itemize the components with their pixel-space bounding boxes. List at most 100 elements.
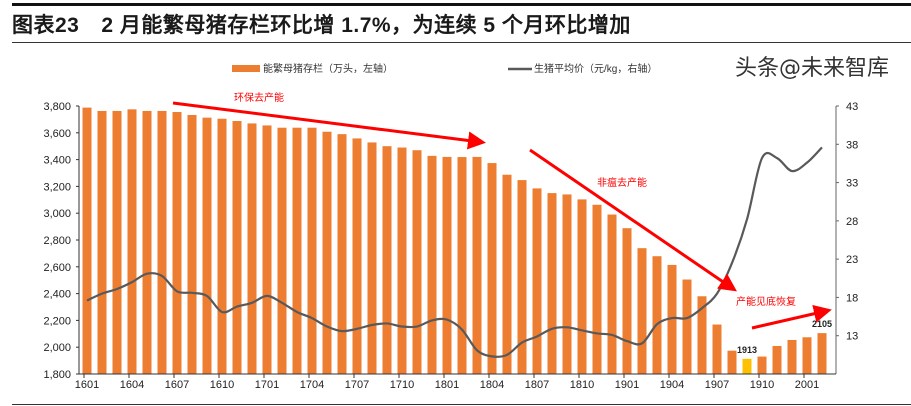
right-tick-label: 28 bbox=[846, 216, 858, 228]
x-tick-label: 1604 bbox=[120, 379, 144, 391]
x-tick-label: 1707 bbox=[345, 379, 369, 391]
bar-1810 bbox=[577, 199, 587, 374]
bar-1702 bbox=[277, 127, 287, 374]
data-label-2002: 2105 bbox=[812, 319, 832, 329]
figure-title-text: 2 月能繁母猪存栏环比增 1.7%，为连续 5 个月环比增加 bbox=[101, 14, 631, 37]
arrow-env-cut bbox=[172, 101, 486, 150]
left-tick-label: 2,600 bbox=[43, 262, 71, 274]
top-rule bbox=[12, 3, 911, 6]
arrow-asf-cut bbox=[529, 148, 737, 292]
bar-1711 bbox=[412, 150, 422, 374]
bar-1806 bbox=[517, 180, 527, 374]
x-tick-label: 1907 bbox=[705, 379, 729, 391]
right-tick-label: 18 bbox=[846, 292, 858, 304]
annotation-asf-cut: 非瘟去产能 bbox=[597, 176, 647, 189]
bar-1612 bbox=[247, 123, 257, 374]
bar-1908 bbox=[727, 350, 737, 374]
bar-1602 bbox=[97, 110, 107, 374]
bar-1809 bbox=[562, 194, 572, 374]
x-tick-label: 1904 bbox=[660, 379, 684, 391]
left-tick-label: 3,400 bbox=[43, 155, 71, 167]
arrow-recovery bbox=[751, 304, 832, 330]
right-tick-label: 23 bbox=[846, 254, 858, 266]
left-tick-label: 2,400 bbox=[43, 289, 71, 301]
bar-1805 bbox=[502, 174, 512, 374]
x-tick-label: 1901 bbox=[615, 379, 639, 391]
bar-1712 bbox=[427, 155, 437, 374]
bar-1603 bbox=[112, 110, 122, 374]
bar-1801 bbox=[442, 156, 452, 374]
bar-1907 bbox=[712, 324, 722, 374]
bar-1706 bbox=[337, 134, 347, 374]
bar-1606 bbox=[157, 110, 167, 374]
bar-1611 bbox=[232, 121, 242, 375]
bar-1705 bbox=[322, 131, 332, 374]
bar-2001 bbox=[802, 337, 812, 374]
bottom-rule bbox=[12, 404, 911, 405]
bar-1610 bbox=[217, 118, 227, 374]
bar-1601 bbox=[82, 107, 92, 374]
right-tick-label: 43 bbox=[846, 101, 858, 113]
bar-1811 bbox=[592, 204, 602, 374]
left-tick-label: 3,200 bbox=[43, 181, 71, 193]
legend-swatch-bar bbox=[232, 65, 260, 72]
legend: 能繁母猪存栏（万头，左轴） 生猪平均价（元/kg，右轴） bbox=[232, 62, 657, 75]
bar-1708 bbox=[367, 142, 377, 374]
bar-1605 bbox=[142, 110, 152, 374]
figure-title: 图表23 2 月能繁母猪存栏环比增 1.7%，为连续 5 个月环比增加 bbox=[12, 9, 631, 39]
bar-1808 bbox=[547, 193, 557, 374]
left-tick-label: 2,000 bbox=[43, 342, 71, 354]
bar-1909 bbox=[742, 358, 752, 374]
bar-1812 bbox=[607, 214, 617, 374]
bar-1608 bbox=[187, 114, 197, 374]
legend-label-line: 生猪平均价（元/kg，右轴） bbox=[534, 62, 657, 75]
left-tick-label: 3,000 bbox=[43, 208, 71, 220]
bar-1903 bbox=[652, 256, 662, 374]
x-tick-label: 2001 bbox=[795, 379, 819, 391]
bar-1710 bbox=[397, 147, 407, 374]
x-tick-label: 1810 bbox=[570, 379, 594, 391]
x-tick-label: 1610 bbox=[210, 379, 234, 391]
bar-1604 bbox=[127, 109, 137, 374]
left-tick-label: 2,200 bbox=[43, 315, 71, 327]
right-tick-label: 38 bbox=[846, 139, 858, 151]
annotation-env-cut: 环保去产能 bbox=[234, 91, 284, 104]
watermark: 头条@未来智库 bbox=[735, 56, 890, 81]
x-tick-label: 1804 bbox=[480, 379, 504, 391]
right-tick-label: 33 bbox=[846, 178, 858, 190]
x-tick-label: 1910 bbox=[750, 379, 774, 391]
x-tick-label: 1601 bbox=[75, 379, 99, 391]
legend-label-bar: 能繁母猪存栏（万头，左轴） bbox=[263, 62, 393, 75]
x-tick-label: 1607 bbox=[165, 379, 189, 391]
x-tick-label: 1710 bbox=[390, 379, 414, 391]
bar-1609 bbox=[202, 117, 212, 375]
bar-1902 bbox=[637, 248, 647, 374]
bar-1905 bbox=[682, 279, 692, 374]
bar-1802 bbox=[457, 157, 467, 374]
right-tick-label: 13 bbox=[846, 331, 858, 343]
x-tick-label: 1807 bbox=[525, 379, 549, 391]
annotation-recovery: 产能见底恢复 bbox=[736, 295, 796, 308]
bar-1911 bbox=[772, 345, 782, 374]
left-tick-label: 3,600 bbox=[43, 128, 71, 140]
x-tick-label: 1701 bbox=[255, 379, 279, 391]
bar-1910 bbox=[757, 356, 767, 374]
bar-1803 bbox=[472, 156, 482, 374]
title-rule bbox=[12, 42, 911, 43]
left-tick-label: 2,800 bbox=[43, 235, 71, 247]
bar-1707 bbox=[352, 138, 362, 374]
bar-1709 bbox=[382, 146, 392, 374]
figure-number: 图表23 bbox=[12, 14, 80, 37]
bar-1804 bbox=[487, 163, 497, 374]
annotations: 环保去产能 非瘟去产能 产能见底恢复 bbox=[172, 91, 832, 330]
left-tick-label: 1,800 bbox=[43, 369, 71, 381]
data-label-1909: 1913 bbox=[737, 345, 757, 355]
bar-1912 bbox=[787, 339, 797, 374]
left-tick-label: 3,800 bbox=[43, 101, 71, 113]
price-line bbox=[86, 146, 823, 358]
bar-1701 bbox=[262, 125, 272, 375]
x-tick-label: 1801 bbox=[435, 379, 459, 391]
bar-1906 bbox=[697, 296, 707, 374]
bar-1703 bbox=[292, 127, 302, 374]
